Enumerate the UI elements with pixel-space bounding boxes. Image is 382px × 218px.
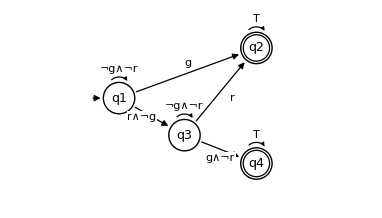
- Circle shape: [169, 119, 200, 151]
- Circle shape: [104, 82, 135, 114]
- Text: q2: q2: [248, 41, 264, 54]
- Text: q3: q3: [176, 129, 193, 142]
- Text: q1: q1: [111, 92, 127, 105]
- Text: ¬g∧¬r: ¬g∧¬r: [100, 64, 138, 74]
- Text: T: T: [253, 130, 260, 140]
- Circle shape: [241, 32, 272, 64]
- Text: q4: q4: [248, 157, 264, 170]
- Text: g∧¬r: g∧¬r: [206, 153, 235, 163]
- Text: r: r: [230, 93, 235, 103]
- Text: r∧¬g: r∧¬g: [127, 112, 157, 122]
- Text: T: T: [253, 14, 260, 24]
- Text: g: g: [184, 58, 191, 68]
- Circle shape: [241, 148, 272, 179]
- Text: ¬g∧¬r: ¬g∧¬r: [165, 101, 204, 111]
